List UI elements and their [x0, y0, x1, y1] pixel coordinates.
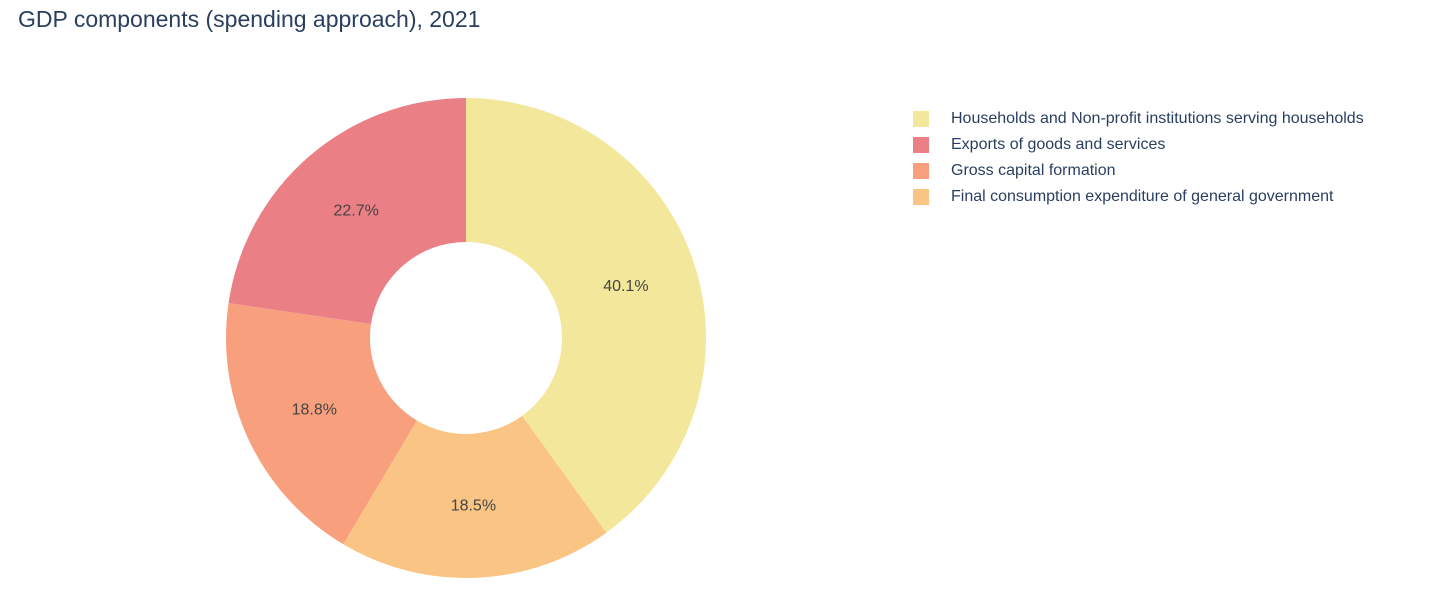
legend-swatch: [913, 189, 929, 205]
slice-label-3: 22.7%: [333, 202, 378, 219]
legend-item-2[interactable]: Gross capital formation: [913, 158, 1364, 184]
slice-label-1: 18.5%: [451, 497, 496, 514]
slice-label-0: 40.1%: [603, 278, 648, 295]
legend-swatch: [913, 163, 929, 179]
legend-label: Households and Non-profit institutions s…: [951, 110, 1364, 127]
legend-swatch: [913, 137, 929, 153]
legend: Households and Non-profit institutions s…: [913, 106, 1364, 210]
donut-slice-0[interactable]: [466, 98, 706, 533]
donut-slice-2[interactable]: [226, 303, 417, 545]
legend-label: Exports of goods and services: [951, 136, 1166, 153]
legend-label: Final consumption expenditure of general…: [951, 188, 1334, 205]
slice-label-2: 18.8%: [292, 402, 337, 419]
legend-item-0[interactable]: Households and Non-profit institutions s…: [913, 106, 1364, 132]
donut-slice-3[interactable]: [228, 98, 466, 325]
donut-slice-1[interactable]: [343, 415, 607, 578]
legend-swatch: [913, 111, 929, 127]
legend-label: Gross capital formation: [951, 162, 1116, 179]
donut-chart: 40.1% 18.5% 18.8% 22.7%: [226, 98, 706, 578]
chart-title: GDP components (spending approach), 2021: [18, 6, 481, 32]
legend-item-1[interactable]: Exports of goods and services: [913, 132, 1364, 158]
legend-item-3[interactable]: Final consumption expenditure of general…: [913, 184, 1364, 210]
